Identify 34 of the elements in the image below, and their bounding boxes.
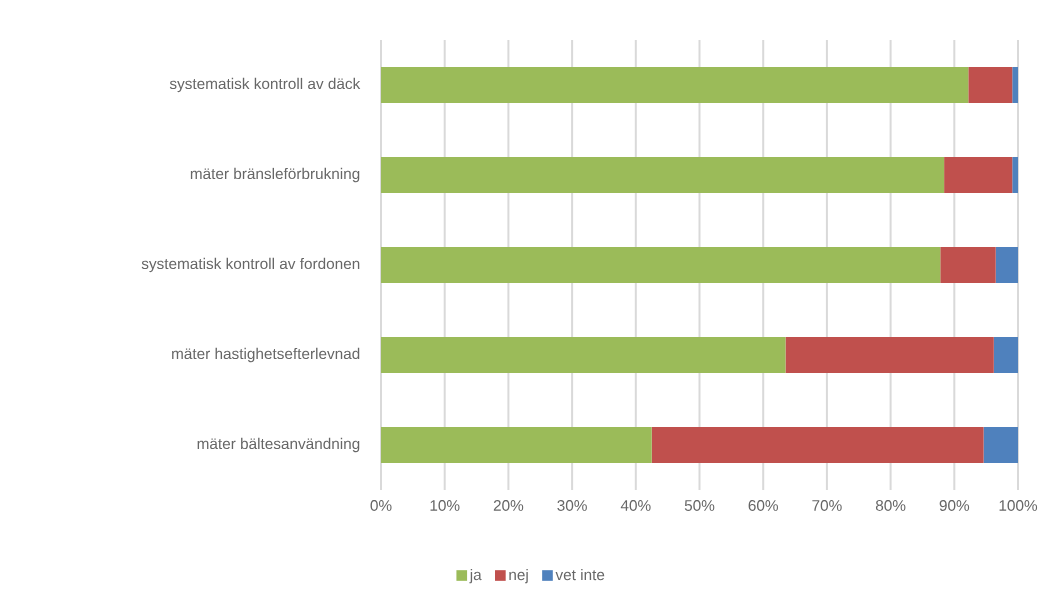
- bar: [944, 157, 1013, 194]
- x-tick-label: 0%: [370, 500, 392, 511]
- legend-label: ja: [469, 568, 482, 584]
- bar: [983, 427, 1019, 464]
- x-tick-label: 70%: [812, 500, 842, 511]
- bar: [381, 247, 941, 284]
- bar: [995, 247, 1019, 284]
- x-tick-label: 50%: [684, 500, 715, 511]
- x-tick-label: 100%: [999, 500, 1038, 511]
- bar: [785, 337, 994, 374]
- bar: [993, 337, 1019, 374]
- x-tick-label: 40%: [620, 500, 651, 511]
- y-tick-label: mäter bränsleförbrukning: [190, 167, 360, 183]
- y-tick-label: mäter hastighetsefterlevnad: [172, 347, 360, 363]
- bar: [381, 427, 652, 464]
- y-tick-label: mäter bältesanvändning: [197, 437, 360, 453]
- legend-label: nej: [509, 568, 528, 584]
- bar: [940, 247, 996, 284]
- legend-label: vet inte: [555, 568, 605, 581]
- bar: [381, 157, 945, 194]
- bar: [381, 67, 969, 104]
- y-tick-label: systematisk kontroll av fordonen: [141, 257, 360, 273]
- x-tick-label: 90%: [939, 500, 970, 511]
- bar: [968, 67, 1013, 104]
- x-tick-label: 30%: [557, 500, 587, 511]
- x-tick-label: 80%: [875, 500, 906, 511]
- bar: [1012, 67, 1019, 104]
- x-tick-label: 10%: [430, 500, 460, 511]
- bar: [651, 427, 984, 464]
- x-tick-label: 60%: [748, 500, 778, 511]
- x-tick-label: 20%: [493, 500, 524, 511]
- bar: [1012, 157, 1019, 194]
- bar: [381, 337, 786, 374]
- y-tick-label: systematisk kontroll av däck: [169, 77, 361, 93]
